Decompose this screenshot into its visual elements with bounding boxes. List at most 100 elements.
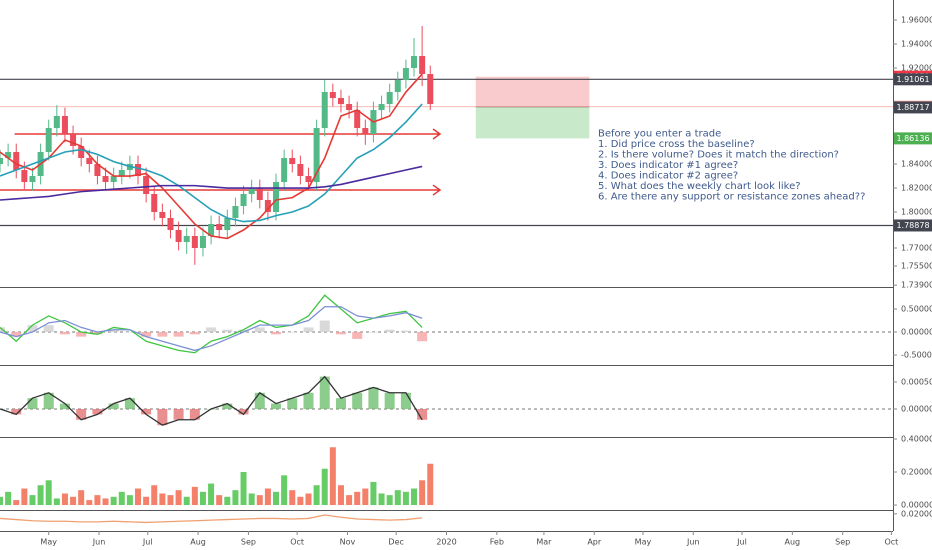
candle-body [256, 188, 263, 201]
candle-body [394, 80, 401, 93]
volume-bar [110, 496, 117, 506]
volume-bar [167, 495, 174, 506]
volume-bar [216, 495, 223, 506]
volume-bar [313, 485, 320, 506]
y-tick-label: 0.00000 [901, 404, 932, 413]
histogram-bar [157, 332, 168, 337]
x-tick-label: Sep [835, 538, 850, 547]
volume-bar [5, 491, 12, 506]
price-label-box [894, 73, 932, 86]
histogram-bar [27, 398, 38, 409]
histogram-bar [59, 403, 70, 409]
volume-bar [232, 490, 239, 506]
candle-body [378, 104, 385, 111]
volume-bar [118, 491, 125, 506]
volume-bar [143, 496, 150, 506]
x-tick-label: Mar [536, 538, 552, 547]
candle-body [346, 104, 353, 111]
histogram-bar [287, 398, 298, 409]
histogram-bar [238, 408, 249, 415]
histogram-bar [238, 329, 249, 333]
candle-body [289, 158, 296, 165]
candle-body [248, 188, 255, 195]
candle-body [216, 224, 223, 231]
histogram-bar [189, 408, 200, 420]
volume-bar [362, 488, 369, 506]
candle-body [86, 158, 93, 165]
histogram-bar [335, 398, 346, 409]
histogram-bar [189, 332, 200, 335]
histogram-bar [11, 408, 22, 415]
histogram-bar [303, 392, 314, 409]
x-tick-label: Oct [884, 538, 898, 547]
candle-body [5, 152, 12, 159]
histogram-bar [254, 327, 265, 333]
candle-body [53, 116, 60, 129]
y-tick-label: 1.84000 [901, 160, 932, 169]
y-tick-label: 0.00050 [901, 377, 932, 386]
x-tick-label: 2020 [436, 538, 456, 547]
volume-bar [273, 491, 280, 506]
histogram-bar [124, 332, 135, 333]
volume-bar [289, 490, 296, 506]
candle-body [102, 176, 109, 183]
histogram-bar [108, 403, 119, 409]
price-label: 1.78878 [896, 221, 929, 230]
candle-body [0, 158, 3, 165]
volume-bar [224, 496, 231, 506]
histogram-bar [271, 332, 282, 335]
histogram-bar [352, 392, 363, 409]
x-tick-label: Feb [490, 538, 504, 547]
histogram-bar [141, 332, 152, 337]
y-tick-label: 1.96000 [901, 16, 932, 25]
note-line: 3. Does indicator #1 agree? [598, 160, 738, 171]
candle-body [313, 128, 320, 183]
x-tick-label: Aug [785, 538, 801, 547]
price-label-box [894, 219, 932, 232]
volume-bar [281, 475, 288, 506]
price-label: 1.91061 [896, 75, 929, 84]
candle-body [29, 176, 36, 183]
arrow [14, 128, 442, 140]
y-tick-label: 0.50000 [901, 305, 932, 314]
histogram-bar [173, 408, 184, 420]
candle-body [402, 68, 409, 81]
y-tick-label: 1.94000 [901, 40, 932, 49]
candle-body [354, 110, 361, 129]
price-label: 1.88717 [896, 103, 929, 112]
price-label-box [894, 101, 932, 114]
candle-body [78, 146, 85, 159]
histogram-bar [43, 392, 54, 409]
x-tick-label: Nov [340, 538, 356, 547]
histogram-bar [108, 329, 119, 333]
volume-bar [346, 495, 353, 506]
volume-bar [159, 493, 166, 506]
y-tick-label: 1.92000 [901, 64, 932, 73]
candle-body [118, 170, 125, 177]
histogram-bar [368, 332, 379, 333]
volume-bar [264, 488, 271, 506]
candle-body [337, 98, 344, 105]
volume-bar [183, 496, 190, 506]
histogram-bar [368, 387, 379, 409]
volume-bar [321, 468, 328, 506]
candle-body [61, 116, 68, 135]
price-label-box [894, 132, 932, 145]
histogram-bar [76, 408, 87, 420]
histogram-bar [206, 327, 217, 333]
note-line: Before you enter a trade [598, 128, 721, 139]
arrow [0, 184, 442, 196]
target-zone [475, 106, 590, 139]
y-tick-label: 0.40000 [901, 434, 932, 443]
note-line: 5. What does the weekly chart look like? [598, 181, 801, 192]
candle-body [143, 176, 150, 195]
histogram-bar [303, 327, 314, 333]
volume-bar [78, 490, 85, 506]
volume-bar [297, 496, 304, 506]
histogram-bar [319, 376, 330, 409]
histogram-bar [384, 329, 395, 333]
x-tick-label: Aug [190, 538, 206, 547]
histogram-bar [76, 332, 87, 337]
volume-bar [13, 500, 20, 506]
